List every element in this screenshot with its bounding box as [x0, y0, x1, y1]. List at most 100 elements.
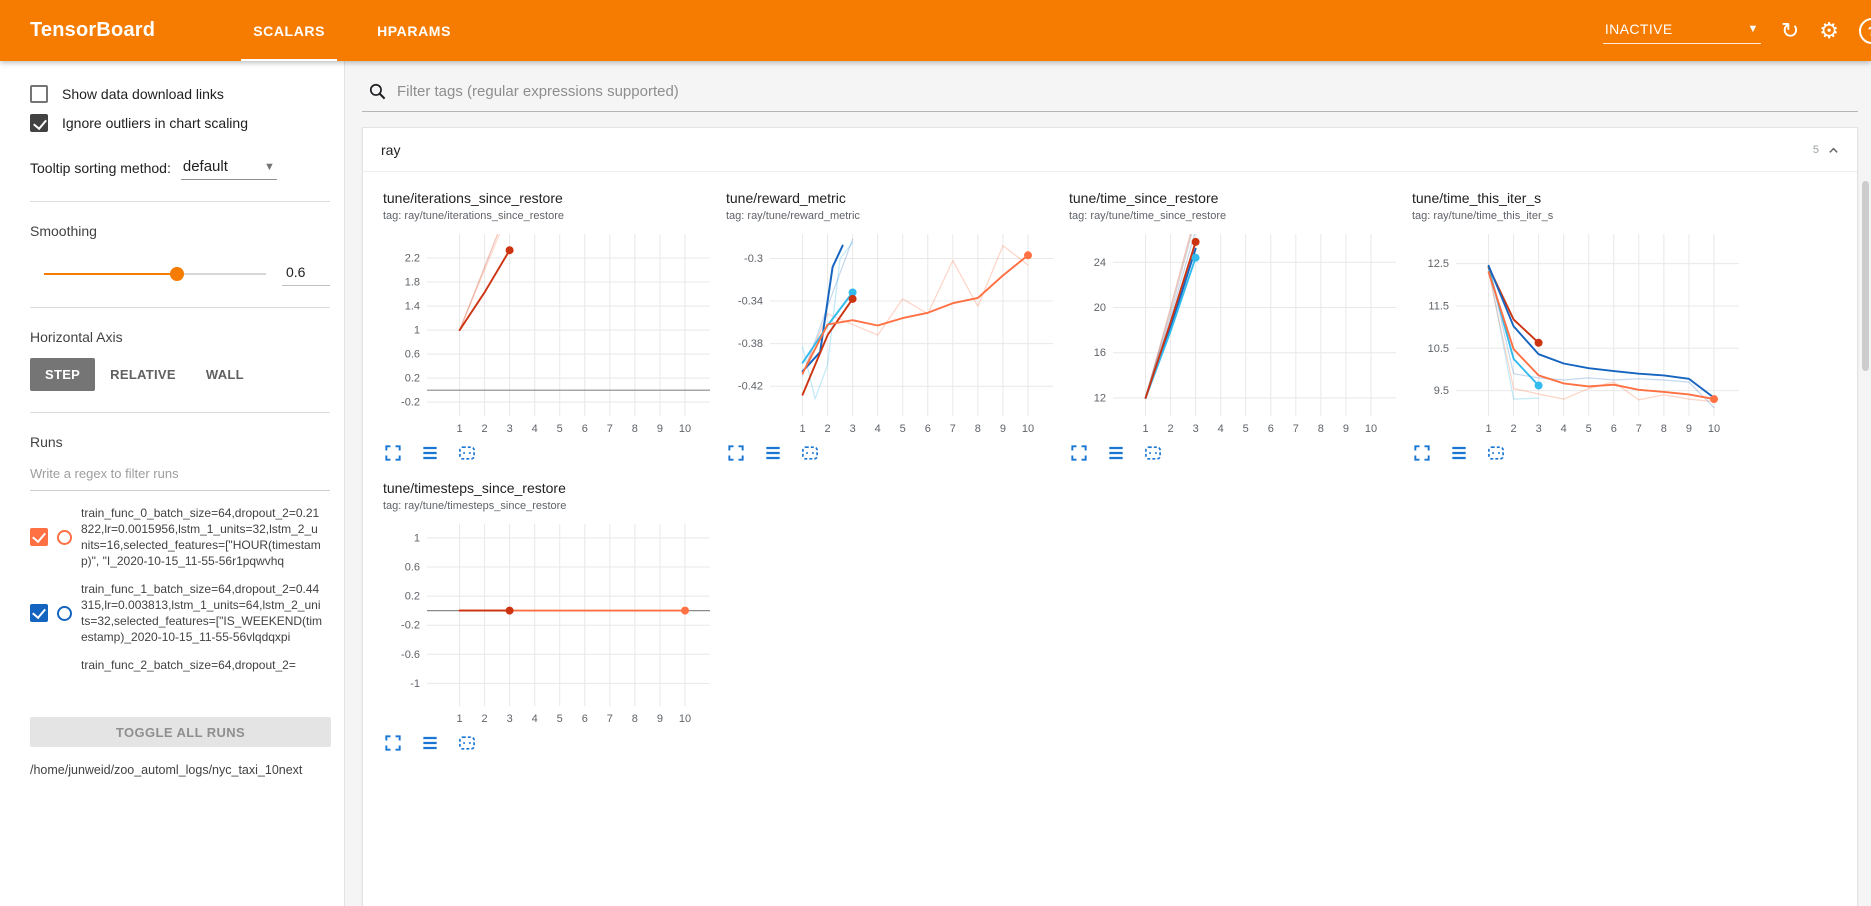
ignore-outliers-row[interactable]: Ignore outliers in chart scaling [30, 114, 330, 132]
chart-plot[interactable]: 1 2 3 4 5 6 7 8 9 10 -0.2 0.2 0.6 1 1.4 1.8 2.2 [383, 228, 716, 440]
fit-domain-button[interactable] [457, 732, 479, 754]
vertical-scrollbar[interactable] [1861, 119, 1870, 906]
chart-gridlines [427, 524, 710, 706]
svg-text:-0.2: -0.2 [401, 620, 420, 632]
chart-series [458, 234, 511, 332]
help-icon[interactable]: ? [1859, 17, 1871, 44]
svg-text:4: 4 [875, 423, 881, 435]
tab-hparams[interactable]: HPARAMS [377, 22, 452, 39]
run-list-item[interactable]: train_func_2_batch_size=64,dropout_2= [30, 657, 330, 673]
chart-toolbar [383, 732, 716, 754]
chevron-up-icon[interactable] [1826, 143, 1841, 158]
log-scale-toggle-button[interactable] [420, 732, 442, 754]
smoothing-label: Smoothing [30, 223, 97, 239]
fit-domain-button[interactable] [457, 442, 479, 464]
fit-domain-button[interactable] [1143, 442, 1165, 464]
tab-scalars[interactable]: SCALARS [227, 0, 351, 61]
svg-text:6: 6 [1611, 423, 1617, 435]
ignore-outliers-label: Ignore outliers in chart scaling [62, 115, 248, 131]
reload-status-dropdown[interactable]: INACTIVE ▼ [1602, 18, 1761, 44]
runs-section-label: Runs [30, 434, 63, 450]
axis-relative-button[interactable]: RELATIVE [110, 367, 176, 382]
log-scale-toggle-button[interactable] [1449, 442, 1471, 464]
run-checkbox[interactable] [30, 528, 48, 546]
svg-text:0.6: 0.6 [405, 349, 420, 361]
checkbox-checked-icon[interactable] [30, 114, 48, 132]
svg-text:10: 10 [679, 713, 691, 725]
expand-chart-button[interactable] [726, 442, 748, 464]
chart-toolbar [1069, 442, 1402, 464]
chart-title: tune/timesteps_since_restore [383, 480, 566, 496]
svg-text:-0.2: -0.2 [401, 397, 420, 409]
fit-domain-button[interactable] [800, 442, 822, 464]
chart-toolbar [383, 442, 716, 464]
series-end-marker[interactable] [1534, 381, 1543, 390]
chart-plot[interactable]: 1 2 3 4 5 6 7 8 9 10 9.5 10.5 11.5 12.5 [1412, 228, 1745, 440]
series-end-marker[interactable] [1024, 251, 1032, 260]
svg-text:2: 2 [1168, 423, 1174, 435]
svg-text:5: 5 [557, 423, 563, 435]
svg-text:7: 7 [950, 423, 956, 435]
svg-text:5: 5 [1586, 423, 1592, 435]
log-scale-toggle-button[interactable] [1106, 442, 1128, 464]
divider [30, 307, 330, 308]
series-end-marker[interactable] [1191, 253, 1200, 262]
checkbox-unchecked-icon[interactable] [30, 85, 48, 103]
smoothing-slider-knob[interactable] [170, 266, 185, 281]
expand-chart-button[interactable] [383, 442, 405, 464]
svg-text:3: 3 [507, 713, 513, 725]
run-list-item[interactable]: train_func_0_batch_size=64,dropout_2=0.2… [30, 505, 330, 569]
log-scale-toggle-button[interactable] [420, 442, 442, 464]
gear-icon[interactable]: ⚙ [1819, 17, 1839, 43]
tag-group-header[interactable]: ray 5 [363, 128, 1857, 172]
expand-chart-button[interactable] [383, 732, 405, 754]
axis-wall-button[interactable]: WALL [205, 367, 244, 382]
series-end-marker[interactable] [681, 606, 689, 615]
dropdown-caret-icon: ▼ [263, 160, 275, 173]
svg-text:7: 7 [607, 713, 613, 725]
svg-text:1: 1 [799, 423, 805, 435]
smoothing-slider[interactable] [44, 266, 266, 282]
svg-text:7: 7 [607, 423, 613, 435]
svg-text:8: 8 [1661, 423, 1667, 435]
chart-plot[interactable]: 1 2 3 4 5 6 7 8 9 10 -1 -0.6 -0.2 0.2 0.6 1 [383, 518, 716, 730]
refresh-icon[interactable]: ↻ [1780, 17, 1800, 43]
series-end-marker[interactable] [1534, 338, 1543, 347]
svg-text:2.2: 2.2 [405, 253, 420, 265]
run-list-item[interactable]: train_func_1_batch_size=64,dropout_2=0.4… [30, 581, 330, 645]
series-end-marker[interactable] [1191, 237, 1200, 246]
series-end-marker[interactable] [848, 288, 857, 297]
tag-filter-input[interactable] [397, 83, 1854, 100]
svg-text:10: 10 [679, 423, 691, 435]
svg-text:10: 10 [1365, 423, 1377, 435]
run-checkbox[interactable] [30, 604, 48, 622]
run-solo-radio[interactable] [57, 529, 72, 545]
run-solo-radio[interactable] [57, 605, 72, 621]
chart-tag: tag: ray/tune/iterations_since_restore [383, 210, 564, 222]
runs-filter-input[interactable] [30, 458, 330, 491]
series-end-marker[interactable] [848, 294, 857, 303]
show-download-links-row[interactable]: Show data download links [30, 85, 330, 103]
svg-text:2: 2 [482, 713, 488, 725]
tag-filter-row [362, 75, 1858, 112]
expand-chart-button[interactable] [1412, 442, 1434, 464]
horizontal-axis-label: Horizontal Axis [30, 329, 123, 345]
series-end-marker[interactable] [1710, 395, 1718, 404]
series-end-marker[interactable] [505, 246, 514, 255]
smoothing-value-input[interactable]: 0.6 [282, 261, 330, 286]
expand-chart-button[interactable] [1069, 442, 1091, 464]
toggle-all-runs-button[interactable]: TOGGLE ALL RUNS [30, 717, 331, 747]
svg-text:6: 6 [925, 423, 931, 435]
fit-domain-button[interactable] [1486, 442, 1508, 464]
series-end-marker[interactable] [505, 606, 514, 615]
chart-plot[interactable]: 1 2 3 4 5 6 7 8 9 10 -0.42 -0.38 -0.34 -0.3 [726, 228, 1059, 440]
svg-text:8: 8 [1318, 423, 1324, 435]
tooltip-sorting-dropdown[interactable]: default ▼ [180, 156, 277, 180]
chart-toolbar [1412, 442, 1745, 464]
chart-tag: tag: ray/tune/reward_metric [726, 210, 860, 222]
axis-step-button[interactable]: STEP [30, 358, 96, 391]
log-scale-toggle-button[interactable] [763, 442, 785, 464]
svg-text:9: 9 [1686, 423, 1692, 435]
scrollbar-thumb[interactable] [1862, 181, 1869, 371]
